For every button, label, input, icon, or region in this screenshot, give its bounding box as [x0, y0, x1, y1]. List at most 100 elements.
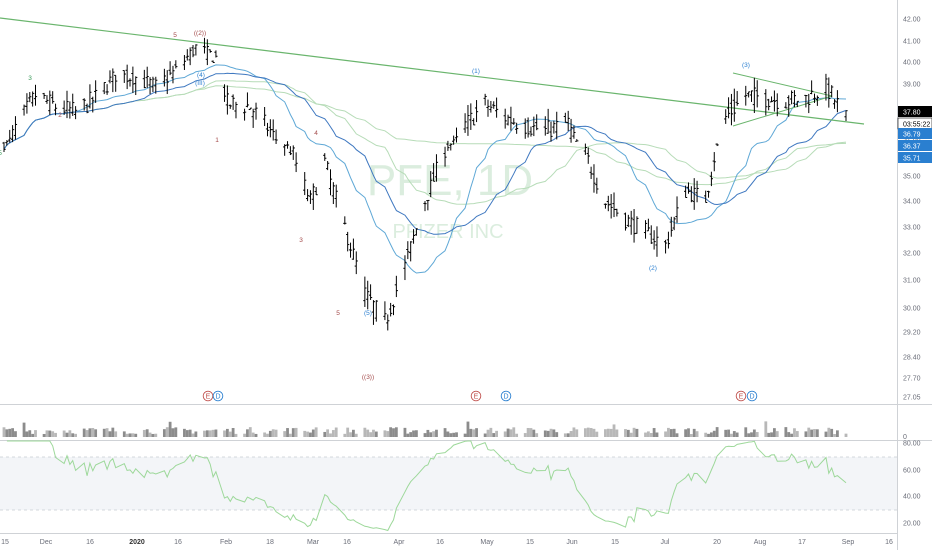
rsi-line	[6, 440, 847, 532]
dividend-badge[interactable]: D	[212, 390, 224, 402]
volume-bar	[311, 429, 315, 437]
price-tick-label: 27.05	[903, 395, 921, 402]
volume-bar	[667, 427, 670, 437]
badge-letter: D	[503, 394, 508, 401]
volume-bar	[449, 433, 453, 437]
volume-bar	[71, 433, 75, 437]
volume-bar	[372, 429, 375, 437]
time-tick-label: Dec	[40, 539, 53, 546]
dividend-badge[interactable]: D	[746, 390, 758, 402]
volume-bar	[612, 424, 616, 437]
badge-letter: E	[739, 394, 744, 401]
price-tick-label: 29.20	[903, 330, 921, 337]
volume-bar	[168, 421, 172, 437]
volume-bar	[469, 428, 473, 437]
price-tick-label: 33.00	[903, 225, 921, 232]
volume-bar	[535, 433, 539, 437]
badge-letter: E	[474, 394, 479, 401]
triangle-lower-line[interactable]	[732, 95, 833, 127]
volume-bar	[228, 431, 232, 437]
wave-label: ((3))	[362, 374, 374, 381]
volume-bar	[243, 433, 246, 437]
volume-bar	[62, 430, 66, 437]
price-tick-label: 31.00	[903, 278, 921, 285]
volume-bar	[672, 428, 676, 437]
volume-bar	[165, 427, 169, 437]
volume-bar	[575, 429, 579, 437]
volume-bar	[145, 429, 149, 437]
volume-bar	[148, 432, 152, 437]
badge-circle	[212, 390, 224, 402]
volume-bar	[34, 430, 37, 437]
volume-bar	[463, 433, 467, 437]
volume-bar	[626, 429, 630, 437]
volume-bar	[532, 429, 536, 437]
volume-bar	[185, 430, 189, 437]
badge-letter: E	[206, 394, 211, 401]
volume-bar	[583, 428, 587, 437]
wave-label: 5	[336, 310, 340, 317]
volume-bar	[629, 432, 633, 437]
volume-bar	[563, 433, 567, 437]
volume-bar	[223, 430, 226, 437]
volume-bar	[543, 430, 547, 437]
volume-bar	[125, 433, 129, 437]
volume-bar	[712, 430, 716, 437]
dividend-badge[interactable]: D	[500, 390, 512, 402]
time-axis[interactable]: 15 Dec 16 2020 16 Feb 18 Mar 16 Apr 16 May 15 Jun 15 Ju…	[1, 539, 893, 546]
volume-bar	[687, 428, 690, 437]
volume-bar	[755, 432, 759, 437]
rsi-tick-label: 40.00	[903, 494, 921, 501]
volume-bar	[28, 430, 32, 437]
volume-bar	[268, 430, 272, 437]
time-tick-label: 18	[266, 539, 274, 546]
volume-bar	[406, 433, 410, 437]
volume-bar	[572, 427, 576, 437]
volume-bar	[604, 429, 607, 437]
volume-bar	[669, 429, 673, 437]
volume-bar	[188, 429, 192, 437]
price-axis-pane[interactable]	[898, 0, 932, 550]
volume-bar	[183, 428, 186, 437]
triangle-upper-line[interactable]	[732, 72, 833, 97]
volume-bar	[42, 433, 46, 437]
earnings-badge[interactable]: E	[470, 390, 482, 402]
volume-bar	[329, 433, 332, 437]
earnings-badge[interactable]: E	[735, 390, 747, 402]
ma-20-line	[3, 64, 847, 274]
volume-bar	[624, 429, 627, 437]
volume-bar	[91, 427, 95, 437]
volume-bar	[392, 428, 395, 437]
volume-bar	[446, 431, 450, 437]
price-candles[interactable]	[2, 37, 848, 331]
price-tag-bg	[898, 106, 932, 117]
wave-labels: ((2)) 5 (4)(III) 1 ((3)) (5) 3 4 5 (1) (2) (3) 2 3 5	[0, 30, 750, 381]
volume-bar	[343, 433, 347, 437]
time-tick-label: Jul	[661, 539, 670, 546]
earnings-badge[interactable]: E	[202, 390, 214, 402]
resistance-trendline[interactable]	[0, 17, 865, 125]
volume-bar	[194, 431, 198, 437]
volume-bar	[114, 431, 118, 437]
volume-bar	[403, 427, 407, 437]
rsi-tick-label: 20.00	[903, 521, 921, 528]
volume-bar	[793, 428, 796, 437]
volume-bar	[271, 429, 275, 437]
volume-bar	[225, 428, 229, 437]
volume-bar	[2, 427, 6, 437]
time-tick-label: 16	[86, 539, 94, 546]
volume-bar	[105, 428, 109, 437]
volume-bar	[88, 428, 92, 437]
volume-bar	[5, 429, 9, 437]
volume-bar	[8, 428, 12, 437]
badge-letter: D	[215, 394, 220, 401]
time-tick-label: May	[480, 539, 494, 546]
volume-bar	[369, 432, 372, 437]
volume-bar	[263, 432, 267, 437]
volume-bar	[309, 432, 312, 437]
volume-bar	[326, 429, 330, 437]
time-tick-label: 16	[436, 539, 444, 546]
rsi-tick-label: 80.00	[903, 441, 921, 448]
